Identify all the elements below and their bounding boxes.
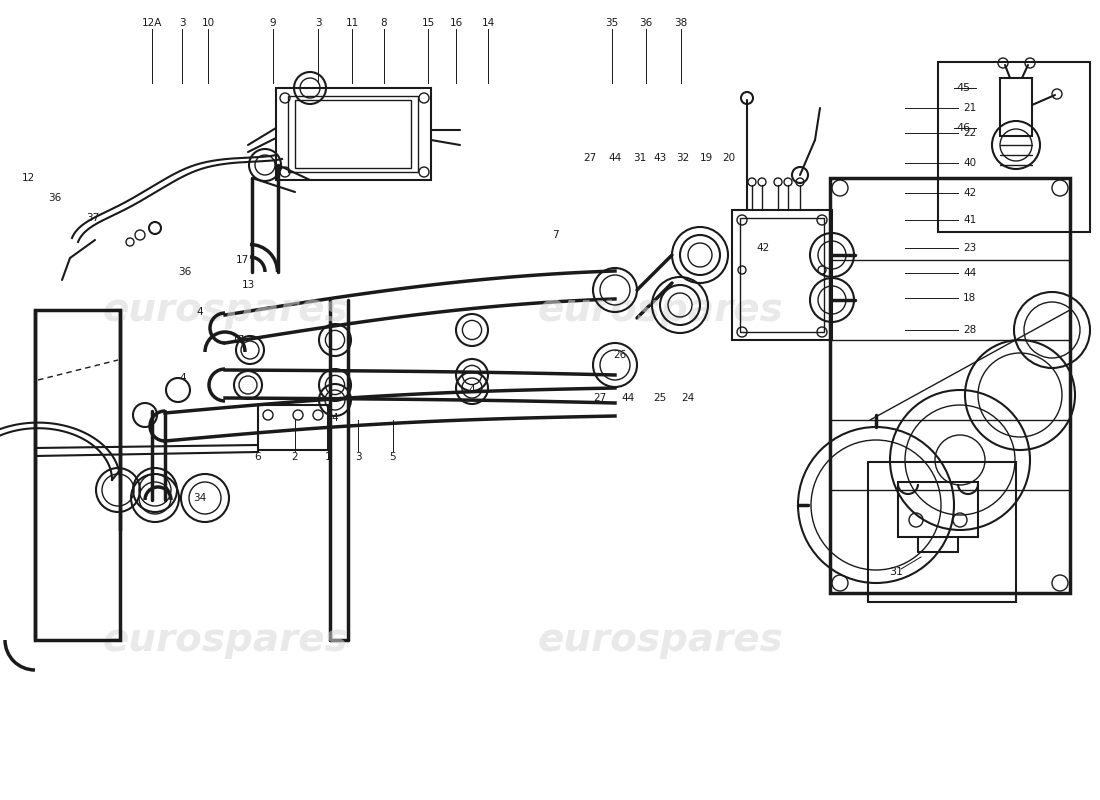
Text: 17: 17 bbox=[231, 335, 244, 345]
Text: 9: 9 bbox=[270, 18, 276, 28]
Text: 41: 41 bbox=[962, 215, 977, 225]
Text: 19: 19 bbox=[700, 153, 713, 163]
Text: 32: 32 bbox=[676, 153, 690, 163]
Text: 27: 27 bbox=[593, 393, 606, 403]
Text: 12A: 12A bbox=[142, 18, 162, 28]
Text: 7: 7 bbox=[552, 230, 559, 240]
Text: 43: 43 bbox=[653, 153, 667, 163]
Text: 35: 35 bbox=[605, 18, 618, 28]
Text: 36: 36 bbox=[639, 18, 652, 28]
Bar bbox=[276, 88, 431, 180]
Text: 4: 4 bbox=[332, 413, 339, 423]
Bar bbox=[1000, 78, 1032, 136]
Text: 44: 44 bbox=[608, 153, 622, 163]
Text: 40: 40 bbox=[962, 158, 976, 168]
Text: 17: 17 bbox=[235, 255, 249, 265]
Text: 38: 38 bbox=[674, 18, 688, 28]
Bar bbox=[732, 210, 832, 340]
Text: 28: 28 bbox=[962, 325, 977, 335]
Text: 12: 12 bbox=[21, 173, 34, 183]
Text: 44: 44 bbox=[962, 268, 977, 278]
Text: 2: 2 bbox=[292, 452, 298, 462]
Text: 14: 14 bbox=[482, 18, 495, 28]
Text: 3: 3 bbox=[354, 452, 361, 462]
Text: 18: 18 bbox=[962, 293, 977, 303]
Text: 3: 3 bbox=[178, 18, 185, 28]
Text: 36: 36 bbox=[178, 267, 191, 277]
Text: 5: 5 bbox=[389, 452, 396, 462]
Text: eurospares: eurospares bbox=[537, 291, 783, 329]
Text: 3: 3 bbox=[315, 18, 321, 28]
Bar bbox=[740, 218, 824, 332]
Text: 20: 20 bbox=[723, 153, 736, 163]
Text: 15: 15 bbox=[421, 18, 434, 28]
Bar bbox=[288, 96, 418, 172]
Text: 11: 11 bbox=[345, 18, 359, 28]
Bar bbox=[938, 62, 1090, 232]
Bar bbox=[830, 178, 1070, 593]
Text: 13: 13 bbox=[241, 280, 254, 290]
Text: 4: 4 bbox=[179, 373, 186, 383]
Circle shape bbox=[148, 222, 161, 234]
Text: 1: 1 bbox=[324, 452, 331, 462]
Text: eurospares: eurospares bbox=[102, 291, 348, 329]
Bar bbox=[35, 310, 120, 640]
Text: eurospares: eurospares bbox=[537, 621, 783, 659]
Text: 34: 34 bbox=[194, 493, 207, 503]
Text: 16: 16 bbox=[450, 18, 463, 28]
Text: 31: 31 bbox=[889, 567, 903, 577]
Text: 31: 31 bbox=[634, 153, 647, 163]
Text: 6: 6 bbox=[255, 452, 262, 462]
Text: 36: 36 bbox=[48, 193, 62, 203]
Text: 27: 27 bbox=[583, 153, 596, 163]
Text: 10: 10 bbox=[201, 18, 214, 28]
Text: eurospares: eurospares bbox=[102, 621, 348, 659]
Text: 21: 21 bbox=[962, 103, 977, 113]
Text: 23: 23 bbox=[962, 243, 977, 253]
Text: 4: 4 bbox=[197, 307, 204, 317]
Text: 22: 22 bbox=[962, 128, 977, 138]
Text: 45: 45 bbox=[956, 83, 970, 93]
Text: 25: 25 bbox=[653, 393, 667, 403]
Bar bbox=[295, 100, 411, 168]
Text: 46: 46 bbox=[956, 123, 970, 133]
Text: 42: 42 bbox=[757, 243, 770, 253]
Text: 37: 37 bbox=[87, 213, 100, 223]
Text: 24: 24 bbox=[681, 393, 694, 403]
Text: 4: 4 bbox=[469, 385, 475, 395]
Text: 26: 26 bbox=[614, 350, 627, 360]
Bar bbox=[898, 482, 978, 537]
Bar bbox=[868, 462, 1016, 602]
Bar bbox=[258, 405, 328, 450]
Text: 8: 8 bbox=[381, 18, 387, 28]
Text: 42: 42 bbox=[962, 188, 977, 198]
Text: 44: 44 bbox=[621, 393, 635, 403]
